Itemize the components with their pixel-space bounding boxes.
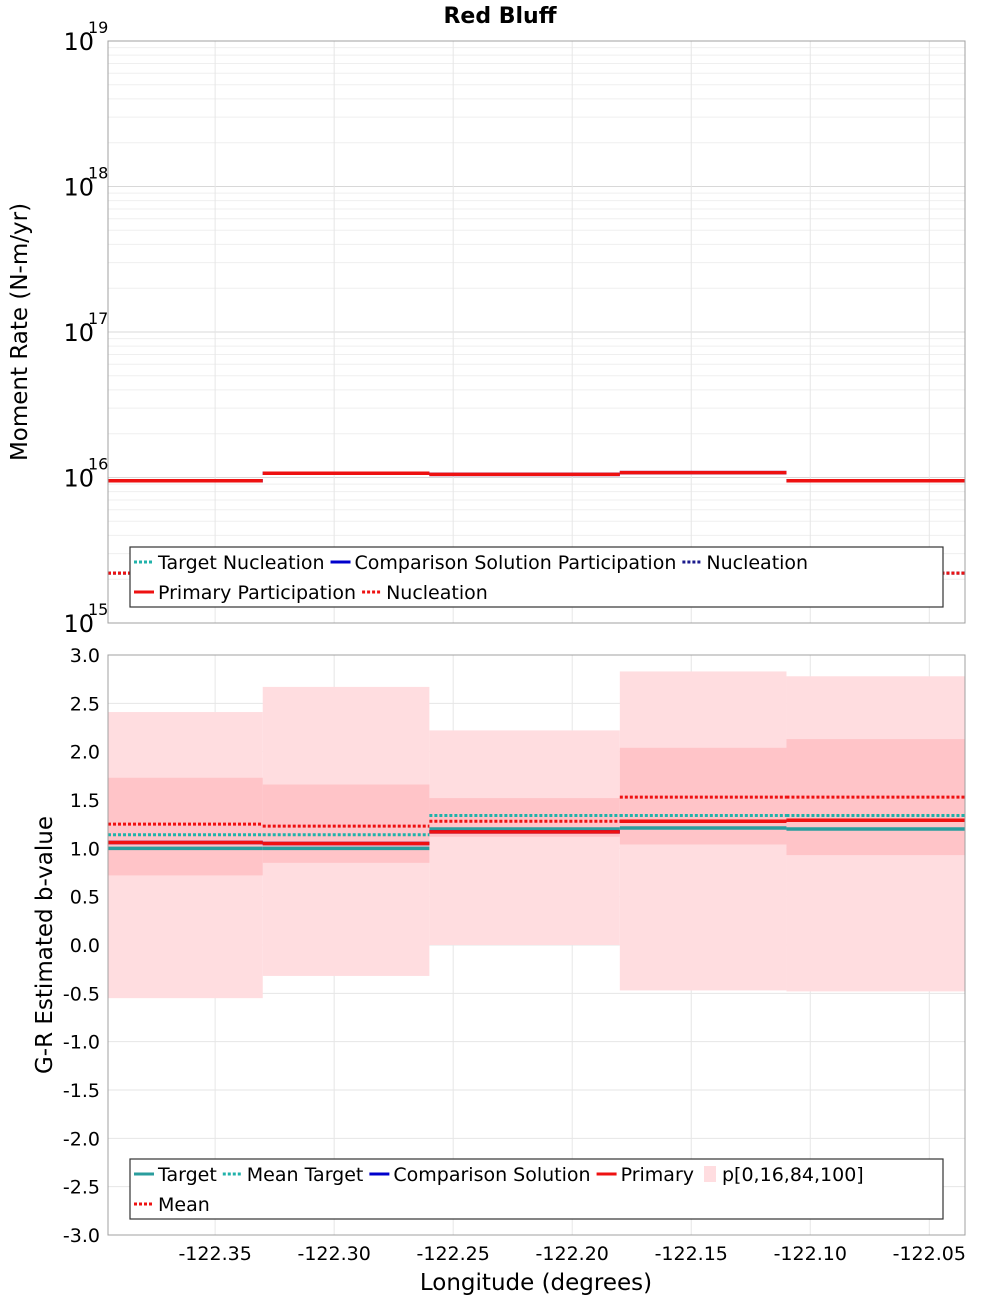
y-tick-base: 10 (63, 319, 94, 347)
y-axis-label-bottom: G-R Estimated b-value (32, 816, 58, 1074)
y-tick-base: 10 (63, 610, 94, 638)
legend-top-label: Nucleation (386, 582, 488, 604)
plot-frame-top (107, 40, 966, 624)
y-tick-exponent: 17 (88, 309, 108, 328)
legend-bottom-label: Target (157, 1164, 217, 1186)
x-tick-label: -122.35 (178, 1243, 251, 1265)
legend-top-label: Primary Participation (158, 582, 356, 604)
y-tick-base: 10 (63, 465, 94, 493)
y-tick-label-bottom: -1.5 (63, 1080, 100, 1102)
percentile-band-inner-1 (262, 784, 430, 863)
percentile-band-inner-4 (786, 739, 965, 856)
legend-bottom-label: Primary (621, 1164, 694, 1186)
percentile-band-inner-0 (108, 777, 263, 876)
y-tick-label-top: 10 (63, 319, 94, 347)
y-tick-label-bottom: -2.0 (63, 1128, 100, 1150)
y-tick-label-bottom: 2.0 (70, 742, 100, 764)
y-tick-exponent: 18 (88, 164, 108, 183)
y-tick-label-bottom: -3.0 (63, 1225, 100, 1247)
y-tick-label-top: 10 (63, 174, 94, 202)
y-tick-label-bottom: 1.5 (70, 790, 100, 812)
chart-title: Red Bluff (443, 4, 557, 29)
legend-top-label: Nucleation (706, 552, 808, 574)
legend-bottom-box (129, 1158, 944, 1220)
legend-bottom-label: p[0,16,84,100] (722, 1164, 864, 1186)
y-tick-label-bottom: -0.5 (63, 983, 100, 1005)
y-tick-exponent: 19 (88, 18, 108, 37)
y-tick-label-bottom: 1.0 (70, 838, 100, 860)
y-tick-label-bottom: 0.0 (70, 935, 100, 957)
legend-bottom-swatch (704, 1166, 716, 1182)
percentile-band-outer-2 (429, 730, 620, 945)
x-tick-label: -122.25 (417, 1243, 490, 1265)
x-tick-label: -122.15 (655, 1243, 728, 1265)
y-tick-label-bottom: 2.5 (70, 693, 100, 715)
y-tick-exponent: 15 (88, 600, 108, 619)
y-tick-label-bottom: -2.5 (63, 1177, 100, 1199)
x-axis-label: Longitude (degrees) (420, 1270, 652, 1296)
legend-top-label: Comparison Solution Participation (355, 552, 677, 574)
x-tick-label: -122.30 (297, 1243, 370, 1265)
legend-bottom-label: Comparison Solution (393, 1164, 590, 1186)
x-tick-label: -122.20 (536, 1243, 609, 1265)
y-tick-label-top: 10 (63, 465, 94, 493)
legend-bottom-label: Mean (158, 1194, 210, 1216)
y-tick-label-bottom: -1.0 (63, 1032, 100, 1054)
legend-bottom-label: Mean Target (247, 1164, 364, 1186)
y-tick-label-bottom: 3.0 (70, 645, 100, 667)
y-tick-label-top: 10 (63, 610, 94, 638)
legend-top-box (129, 546, 944, 608)
y-tick-label-top: 10 (63, 28, 94, 56)
y-tick-base: 10 (63, 174, 94, 202)
y-tick-base: 10 (63, 28, 94, 56)
y-tick-exponent: 16 (88, 455, 108, 474)
y-tick-label-bottom: 0.5 (70, 887, 100, 909)
x-tick-label: -122.05 (893, 1243, 966, 1265)
legend-top-label: Target Nucleation (157, 552, 325, 574)
y-axis-label-top: Moment Rate (N-m/yr) (7, 203, 33, 461)
x-tick-label: -122.10 (774, 1243, 847, 1265)
plot-frame-bottom (107, 654, 966, 1236)
